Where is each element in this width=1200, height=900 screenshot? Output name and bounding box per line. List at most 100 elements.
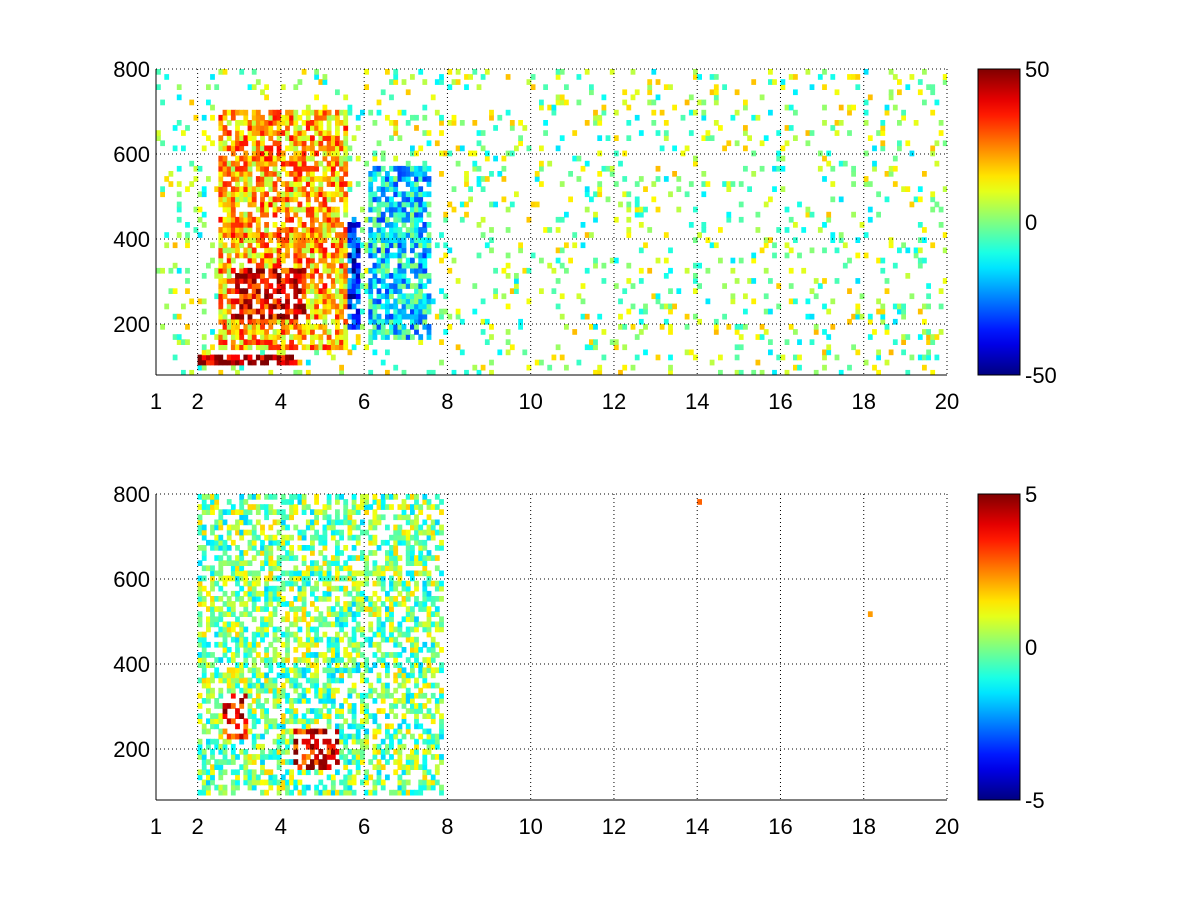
heatmap-cell <box>826 150 832 157</box>
heatmap-cell <box>185 324 190 330</box>
heatmap-cell <box>239 288 245 294</box>
heatmap-cell <box>330 555 336 561</box>
heatmap-cell <box>372 784 378 791</box>
heatmap-cell <box>164 232 170 238</box>
heatmap-cell <box>268 641 274 648</box>
heatmap-cell <box>268 283 274 289</box>
heatmap-cell <box>668 303 673 310</box>
heatmap-cell <box>335 585 340 592</box>
heatmap-cell <box>285 657 290 663</box>
heatmap-cell <box>434 529 440 536</box>
heatmap-cell <box>638 329 644 335</box>
heatmap-cell <box>255 181 261 187</box>
heatmap-cell <box>255 165 261 172</box>
heatmap-cell <box>422 114 428 121</box>
heatmap-cell <box>414 227 419 233</box>
heatmap-cell <box>226 601 232 607</box>
heatmap-cell <box>218 534 224 541</box>
heatmap-cell <box>201 585 207 592</box>
heatmap-cell <box>380 257 386 264</box>
heatmap-cell <box>880 140 886 147</box>
heatmap-cell <box>239 713 245 719</box>
heatmap-cell <box>368 293 374 300</box>
heatmap-cell <box>397 283 403 289</box>
heatmap-cell <box>318 308 324 315</box>
heatmap-cell <box>430 784 436 791</box>
heatmap-cell <box>872 165 877 172</box>
heatmap-cell <box>418 692 424 699</box>
heatmap-cell <box>335 155 340 162</box>
heatmap-cell <box>251 109 257 116</box>
heatmap-cell <box>326 267 332 274</box>
heatmap-cell <box>405 677 411 684</box>
heatmap-cell <box>693 160 698 167</box>
heatmap-cell <box>401 580 407 587</box>
heatmap-cell <box>709 135 715 141</box>
heatmap-cell <box>230 257 236 264</box>
heatmap-cell <box>310 539 315 546</box>
heatmap-cell <box>343 733 349 740</box>
heatmap-cell <box>322 570 328 577</box>
heatmap-cell <box>393 176 399 182</box>
heatmap-cell <box>280 303 286 310</box>
heatmap-cell <box>380 262 386 269</box>
heatmap-cell <box>322 211 328 218</box>
heatmap-cell <box>285 191 290 198</box>
heatmap-cell <box>280 545 286 551</box>
heatmap-cell <box>235 232 240 238</box>
heatmap-cell <box>335 769 340 776</box>
heatmap-cell <box>230 657 236 663</box>
heatmap-cell <box>589 196 594 203</box>
heatmap-cell <box>368 278 374 284</box>
heatmap-cell <box>351 596 357 602</box>
heatmap-cell <box>330 784 336 791</box>
heatmap-cell <box>555 278 561 284</box>
heatmap-cell <box>397 534 403 541</box>
heatmap-cell <box>243 529 249 536</box>
heatmap-cell <box>322 738 328 745</box>
heatmap-cell <box>638 318 644 325</box>
heatmap-cell <box>772 186 777 192</box>
heatmap-cell <box>380 324 386 330</box>
heatmap-cell <box>343 109 349 116</box>
heatmap-cell <box>630 283 636 289</box>
heatmap-cell <box>330 155 336 162</box>
heatmap-cell <box>867 611 873 617</box>
heatmap-cell <box>210 580 215 587</box>
heatmap-cell <box>255 606 261 612</box>
heatmap-cell <box>335 636 340 643</box>
heatmap-cell <box>255 318 261 325</box>
heatmap-cell <box>393 789 399 796</box>
heatmap-cell <box>289 774 294 781</box>
heatmap-cell <box>776 303 782 310</box>
heatmap-cell <box>310 237 315 243</box>
heatmap-cell <box>434 606 440 612</box>
heatmap-cell <box>247 692 253 699</box>
heatmap-cell <box>534 201 540 208</box>
heatmap-cell <box>272 631 278 638</box>
heatmap-cell <box>339 344 344 351</box>
heatmap-cell <box>434 504 440 510</box>
heatmap-cell <box>239 585 245 592</box>
heatmap-cell <box>297 288 303 294</box>
heatmap-cell <box>318 242 324 249</box>
heatmap-cell <box>276 145 282 152</box>
heatmap-cell <box>397 171 403 177</box>
heatmap-cell <box>297 499 303 505</box>
heatmap-cell <box>397 672 403 679</box>
heatmap-cell <box>272 718 278 725</box>
heatmap-cell <box>197 636 203 643</box>
heatmap-cell <box>297 728 303 735</box>
heatmap-cell <box>418 165 424 172</box>
heatmap-cell <box>201 575 207 582</box>
heatmap-cell <box>239 303 245 310</box>
heatmap-cell <box>930 196 936 203</box>
heatmap-cell <box>230 232 236 238</box>
heatmap-cell <box>385 288 390 294</box>
heatmap-cell <box>272 575 278 582</box>
heatmap-cell <box>239 262 245 269</box>
heatmap-cell <box>289 555 294 561</box>
heatmap-cell <box>405 504 411 510</box>
heatmap-cell <box>310 206 315 213</box>
heatmap-cell <box>268 560 274 566</box>
